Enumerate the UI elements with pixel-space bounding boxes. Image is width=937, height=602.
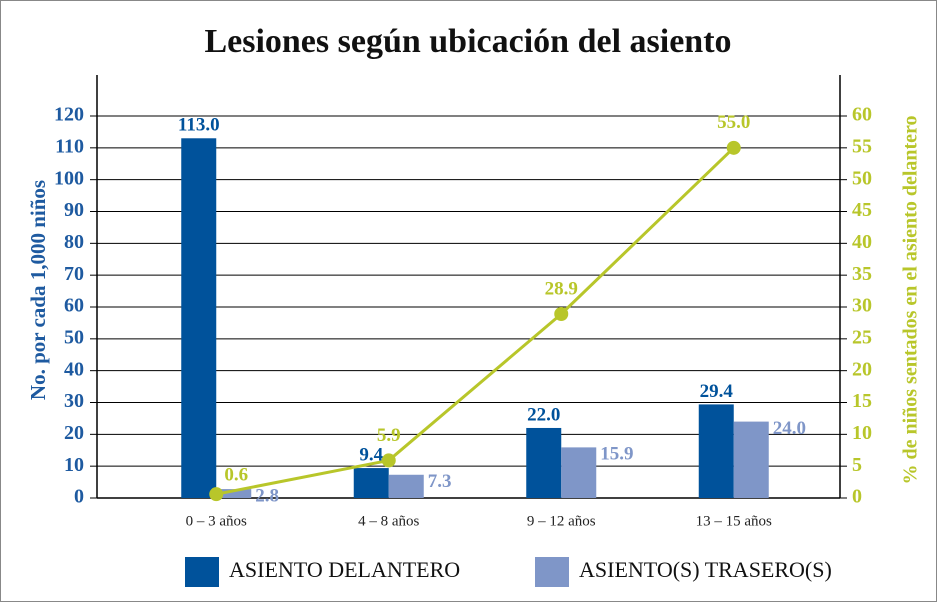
y2-tick-label: 25 [852,326,872,348]
y2-tick-label: 10 [852,422,872,444]
bar [733,421,769,498]
legend-label: ASIENTO DELANTERO [229,557,460,582]
y-tick-label: 90 [64,199,84,221]
line-label: 28.9 [545,278,578,299]
line-point [381,453,396,468]
legend-label: ASIENTO(S) TRASERO(S) [579,557,832,582]
y-tick-label: 0 [74,486,84,508]
y-tick-label: 40 [64,358,84,380]
bar [561,447,597,498]
y-tick-label: 80 [64,231,84,253]
x-tick-label: 0 – 3 años [186,513,247,529]
data-label: 24.0 [773,418,806,439]
y2-tick-label: 55 [852,135,872,157]
y2-axis-label: % de niños sentados en el asiento delant… [900,115,922,484]
bar [353,468,389,498]
bar [698,404,734,498]
y-axis-label: No. por cada 1,000 niños [26,180,50,400]
data-label: 113.0 [178,115,220,136]
data-label: 15.9 [600,444,633,465]
y2-tick-label: 35 [852,263,872,285]
bar [526,427,562,498]
y-tick-label: 70 [64,263,84,285]
y-tick-label: 60 [64,295,84,317]
data-label: 22.0 [527,404,560,425]
y-tick-label: 50 [64,326,84,348]
y-tick-label: 100 [54,167,84,189]
data-label: 7.3 [428,471,452,492]
x-tick-label: 13 – 15 años [696,513,772,529]
y2-tick-label: 5 [852,454,862,476]
bar [181,138,217,499]
line-point [726,140,741,155]
y-tick-label: 20 [64,422,84,444]
bar [216,489,252,498]
y2-tick-label: 0 [852,486,862,508]
y-tick-label: 30 [64,390,84,412]
data-label: 2.8 [255,485,279,506]
x-tick-label: 4 – 8 años [358,513,419,529]
line-point [554,307,569,322]
x-tick-label: 9 – 12 años [527,513,596,529]
legend-swatch [185,557,219,587]
legend-swatch [535,557,569,587]
y2-tick-label: 30 [852,295,872,317]
y-tick-label: 120 [54,104,84,126]
bar [388,474,424,498]
y2-tick-label: 40 [852,231,872,253]
line-label: 0.6 [224,465,248,486]
data-label: 9.4 [359,444,383,465]
y-tick-label: 110 [55,135,84,157]
y2-tick-label: 50 [852,167,872,189]
chart-title: Lesiones según ubicación del asiento [204,23,731,60]
y-tick-label: 10 [64,454,84,476]
y2-tick-label: 20 [852,358,872,380]
y2-tick-label: 15 [852,390,872,412]
line-point [209,487,224,502]
y2-tick-label: 45 [852,199,872,221]
data-label: 29.4 [700,381,734,402]
line-label: 55.0 [717,112,750,133]
line-label: 5.9 [377,425,401,446]
y2-tick-label: 60 [852,104,872,126]
line [215,146,735,496]
